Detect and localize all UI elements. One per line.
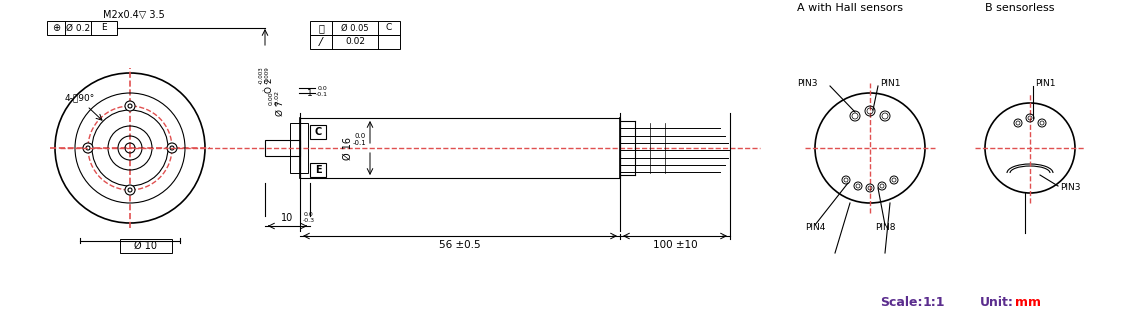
Bar [48, 21, 116, 35]
Text: 1: 1 [308, 89, 313, 98]
Bar [310, 125, 326, 139]
Bar [300, 118, 620, 178]
Text: Ø 10: Ø 10 [135, 241, 157, 251]
Text: PIN1: PIN1 [1035, 79, 1055, 88]
Text: Ø 0.05: Ø 0.05 [342, 24, 369, 33]
Text: Ò 2: Ò 2 [266, 77, 275, 93]
Circle shape [126, 185, 135, 195]
Text: PIN3: PIN3 [797, 79, 818, 88]
Text: Unit:: Unit: [979, 296, 1013, 309]
Text: ⏊: ⏊ [318, 23, 323, 33]
Circle shape [167, 143, 176, 153]
Text: C: C [314, 127, 321, 137]
Circle shape [83, 143, 93, 153]
Text: -0.1: -0.1 [353, 140, 366, 146]
Text: 56 ±0.5: 56 ±0.5 [439, 240, 481, 250]
Text: 10: 10 [280, 213, 293, 223]
Text: B sensorless: B sensorless [985, 3, 1055, 13]
Text: Ø 16: Ø 16 [343, 137, 353, 160]
Text: PIN3: PIN3 [1060, 183, 1080, 192]
Circle shape [126, 101, 135, 111]
Text: 0.02: 0.02 [345, 38, 365, 47]
Text: ⊕: ⊕ [52, 23, 60, 33]
Text: -0.3: -0.3 [303, 218, 316, 223]
Text: 0.0: 0.0 [304, 211, 314, 216]
Text: E: E [314, 165, 321, 175]
Bar [310, 163, 326, 177]
Text: PIN8: PIN8 [875, 223, 896, 232]
Text: -0.003
-0.009: -0.003 -0.009 [259, 66, 269, 84]
Bar [265, 140, 300, 156]
Text: 0.0: 0.0 [317, 86, 327, 91]
Text: -0.1: -0.1 [316, 93, 328, 98]
Text: 0.0: 0.0 [354, 133, 365, 139]
Text: E: E [101, 24, 106, 33]
Text: Ø 0.2: Ø 0.2 [66, 24, 90, 33]
Text: C: C [386, 24, 392, 33]
Text: 0.00
-0.02: 0.00 -0.02 [268, 90, 279, 106]
Text: mm: mm [1015, 296, 1041, 309]
Text: PIN4: PIN4 [805, 223, 826, 232]
Text: PIN1: PIN1 [880, 79, 900, 88]
Text: A with Hall sensors: A with Hall sensors [797, 3, 903, 13]
Bar [290, 123, 308, 173]
Bar [120, 239, 172, 253]
Text: 4-⎐90°: 4-⎐90° [64, 94, 95, 103]
Text: 100 ±10: 100 ±10 [653, 240, 698, 250]
Text: /: / [319, 37, 322, 47]
Text: Ø 7: Ø 7 [276, 100, 285, 116]
Bar [310, 35, 400, 49]
Bar [310, 21, 400, 35]
Text: 1:1: 1:1 [923, 296, 946, 309]
Text: Scale:: Scale: [880, 296, 923, 309]
Text: M2x0.4▽ 3.5: M2x0.4▽ 3.5 [103, 10, 165, 20]
